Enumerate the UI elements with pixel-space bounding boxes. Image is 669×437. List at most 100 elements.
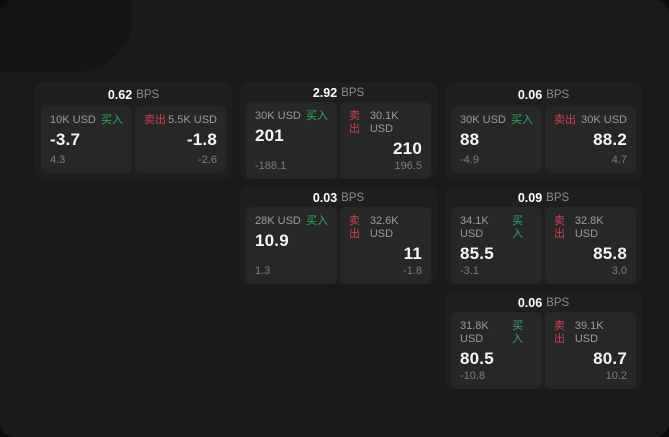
- buy-pane-top: 31.8K USD 买入: [460, 320, 533, 346]
- sell-pane[interactable]: 卖出 32.8K USD 85.8 3.0: [545, 207, 636, 284]
- buy-pane[interactable]: 30K USD 买入 88 -4.9: [451, 106, 542, 173]
- buy-delta: 4.3: [50, 154, 66, 166]
- buy-amount: 28K USD: [255, 215, 301, 227]
- bps-unit-label: BPS: [341, 87, 365, 99]
- buy-amount: 31.8K USD: [460, 320, 489, 345]
- card-panes: 30K USD 买入 88 -4.9 卖出 30K USD 88.2 4.7: [451, 106, 636, 173]
- buy-pane-top: 30K USD 买入: [255, 110, 328, 123]
- bps-value: 0.09: [517, 191, 543, 205]
- buy-label: 买入: [511, 114, 533, 126]
- sell-delta: -2.6: [198, 154, 217, 166]
- sell-price: 210: [393, 139, 422, 158]
- sell-pane-top: 卖出 30.1K USD: [349, 110, 422, 136]
- bps-unit-label: BPS: [546, 192, 570, 204]
- bps-unit-label: BPS: [136, 89, 160, 101]
- sell-amount: 32.8K USD: [574, 215, 604, 240]
- sell-price: 11: [403, 244, 422, 263]
- buy-delta: -3.1: [460, 265, 479, 277]
- sell-amount: 30.1K USD: [369, 110, 399, 135]
- sell-delta: 4.7: [611, 154, 627, 166]
- buy-amount: 30K USD: [460, 114, 506, 126]
- quote-card: 0.06 BPS 30K USD 买入 88 -4.9 卖出 30K USD: [445, 82, 642, 179]
- sell-label: 卖出: [144, 114, 166, 126]
- buy-delta: -188.1: [255, 160, 287, 172]
- sell-delta: -1.8: [403, 265, 422, 277]
- sell-pane-top: 卖出 5.5K USD: [144, 114, 217, 127]
- bps-value: 0.06: [517, 88, 543, 102]
- bps-unit-label: BPS: [546, 89, 570, 101]
- card-panes: 31.8K USD 买入 80.5 -10.8 卖出 39.1K USD 80.…: [451, 312, 636, 389]
- corner-shade: [0, 0, 132, 72]
- buy-label: 买入: [101, 114, 123, 126]
- sell-pane[interactable]: 卖出 39.1K USD 80.7 10.2: [545, 312, 636, 389]
- sell-pane[interactable]: 卖出 5.5K USD -1.8 -2.6: [135, 106, 226, 173]
- sell-pane[interactable]: 卖出 30K USD 88.2 4.7: [545, 106, 636, 173]
- buy-pane-top: 34.1K USD 买入: [460, 215, 533, 241]
- buy-label: 买入: [306, 110, 328, 122]
- card-panes: 30K USD 买入 201 -188.1 卖出 30.1K USD 210 1…: [246, 102, 431, 179]
- card-header: 0.06 BPS: [451, 86, 636, 104]
- bps-unit-label: BPS: [341, 192, 365, 204]
- sell-label: 卖出: [554, 320, 565, 345]
- card-header: 0.62 BPS: [41, 86, 226, 104]
- sell-amount: 5.5K USD: [168, 114, 217, 126]
- buy-delta: -4.9: [460, 154, 479, 166]
- sell-amount: 32.6K USD: [369, 215, 399, 240]
- buy-pane[interactable]: 28K USD 买入 10.9 1.3: [246, 207, 337, 284]
- quote-card: 0.09 BPS 34.1K USD 买入 85.5 -3.1 卖出 32.8K…: [445, 187, 642, 284]
- sell-price: 80.7: [593, 349, 627, 368]
- sell-pane-top: 卖出 32.6K USD: [349, 215, 422, 241]
- card-panes: 28K USD 买入 10.9 1.3 卖出 32.6K USD 11 -1.8: [246, 207, 431, 284]
- sell-pane-top: 卖出 30K USD: [554, 114, 627, 127]
- sell-price: 88.2: [593, 130, 627, 149]
- buy-pane[interactable]: 30K USD 买入 201 -188.1: [246, 102, 337, 179]
- sell-price: 85.8: [593, 244, 627, 263]
- bps-value: 0.06: [517, 296, 543, 310]
- card-panes: 10K USD 买入 -3.7 4.3 卖出 5.5K USD -1.8 -2.…: [41, 106, 226, 173]
- buy-pane-top: 30K USD 买入: [460, 114, 533, 127]
- buy-label: 买入: [512, 215, 524, 240]
- buy-price: -3.7: [50, 130, 81, 149]
- sell-label: 卖出: [349, 110, 360, 135]
- bps-value: 2.92: [312, 86, 338, 100]
- sell-delta: 10.2: [605, 370, 627, 382]
- buy-amount: 34.1K USD: [460, 215, 489, 240]
- sell-delta: 3.0: [611, 265, 627, 277]
- buy-delta: -10.8: [460, 370, 486, 382]
- buy-delta: 1.3: [255, 265, 271, 277]
- quote-card: 0.62 BPS 10K USD 买入 -3.7 4.3 卖出 5.5K USD: [35, 82, 232, 179]
- sell-amount: 30K USD: [581, 114, 627, 126]
- sell-pane-top: 卖出 32.8K USD: [554, 215, 627, 241]
- sell-price: -1.8: [186, 130, 217, 149]
- sell-pane[interactable]: 卖出 30.1K USD 210 196.5: [340, 102, 431, 179]
- sell-amount: 39.1K USD: [574, 320, 604, 345]
- buy-pane[interactable]: 34.1K USD 买入 85.5 -3.1: [451, 207, 542, 284]
- buy-pane-top: 28K USD 买入: [255, 215, 328, 228]
- buy-pane-top: 10K USD 买入: [50, 114, 123, 127]
- bps-value: 0.03: [312, 191, 338, 205]
- sell-label: 卖出: [349, 215, 360, 240]
- quote-card: 2.92 BPS 30K USD 买入 201 -188.1 卖出 30.1K …: [240, 82, 437, 179]
- buy-amount: 30K USD: [255, 110, 301, 122]
- bps-unit-label: BPS: [546, 297, 570, 309]
- card-header: 0.06 BPS: [451, 296, 636, 310]
- bps-value: 0.62: [107, 88, 133, 102]
- card-header: 2.92 BPS: [246, 86, 431, 100]
- sell-pane-top: 卖出 39.1K USD: [554, 320, 627, 346]
- card-panes: 34.1K USD 买入 85.5 -3.1 卖出 32.8K USD 85.8…: [451, 207, 636, 284]
- quote-card: 0.06 BPS 31.8K USD 买入 80.5 -10.8 卖出 39.1…: [445, 292, 642, 389]
- sell-pane[interactable]: 卖出 32.6K USD 11 -1.8: [340, 207, 431, 284]
- sell-delta: 196.5: [394, 160, 422, 172]
- buy-amount: 10K USD: [50, 114, 96, 126]
- sell-label: 卖出: [554, 114, 576, 126]
- card-header: 0.03 BPS: [246, 191, 431, 205]
- buy-price: 80.5: [460, 349, 494, 368]
- buy-price: 88: [460, 130, 480, 149]
- buy-price: 10.9: [255, 231, 289, 250]
- buy-pane[interactable]: 10K USD 买入 -3.7 4.3: [41, 106, 132, 173]
- buy-pane[interactable]: 31.8K USD 买入 80.5 -10.8: [451, 312, 542, 389]
- buy-label: 买入: [306, 215, 328, 227]
- card-header: 0.09 BPS: [451, 191, 636, 205]
- sell-label: 卖出: [554, 215, 565, 240]
